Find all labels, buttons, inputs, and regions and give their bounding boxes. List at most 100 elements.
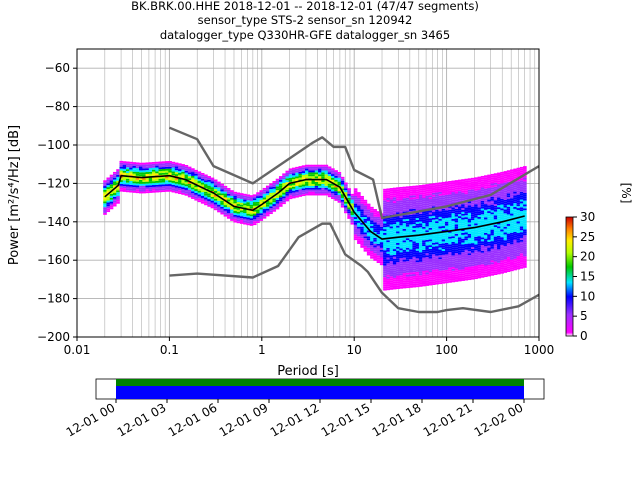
psd-bin xyxy=(145,187,150,190)
psd-bin xyxy=(178,186,182,189)
psd-bin xyxy=(448,255,452,258)
psd-bin xyxy=(109,203,114,206)
psd-bin xyxy=(510,238,514,241)
psd-bin xyxy=(431,235,436,237)
psd-bin xyxy=(484,213,488,216)
psd-bin xyxy=(477,188,482,191)
psd-bin xyxy=(389,216,394,219)
psd-bin xyxy=(135,183,140,186)
psd-bin xyxy=(431,215,436,218)
psd-bin xyxy=(200,178,205,181)
psd-bin xyxy=(305,180,309,183)
psd-bin xyxy=(360,217,364,219)
psd-bin xyxy=(461,271,465,274)
psd-bin xyxy=(513,264,517,267)
psd-bin xyxy=(493,234,498,237)
psd-bin xyxy=(327,189,332,192)
psd-bin xyxy=(500,216,504,218)
psd-bin xyxy=(272,209,277,212)
psd-bin xyxy=(282,173,286,176)
psd-bin xyxy=(239,200,244,203)
psd-bin xyxy=(461,246,465,249)
psd-bin xyxy=(513,168,517,171)
psd-bin xyxy=(256,207,260,210)
psd-bin xyxy=(418,188,423,191)
psd-bin xyxy=(363,211,368,214)
psd-bin xyxy=(409,255,413,258)
psd-bin xyxy=(503,205,508,208)
psd-bin xyxy=(409,241,413,244)
psd-bin xyxy=(412,281,417,284)
psd-bin xyxy=(487,266,491,269)
psd-bin xyxy=(516,236,521,239)
psd-bin xyxy=(461,269,465,272)
psd-bin xyxy=(513,253,517,255)
psd-bin xyxy=(139,162,143,165)
psd-bin xyxy=(500,185,504,188)
colorbar-tick-label: 5 xyxy=(580,309,588,323)
psd-bin xyxy=(288,172,293,175)
psd-bin xyxy=(490,243,495,245)
psd-bin xyxy=(444,267,449,270)
psd-bin xyxy=(119,164,124,167)
psd-bin xyxy=(171,188,176,191)
psd-bin xyxy=(291,190,296,193)
psd-bin xyxy=(516,183,521,186)
psd-bin xyxy=(510,225,514,228)
psd-bin xyxy=(474,244,478,247)
psd-bin xyxy=(435,203,439,206)
psd-bin xyxy=(197,179,202,182)
psd-bin xyxy=(122,180,127,183)
psd-bin xyxy=(402,261,407,264)
psd-bin xyxy=(301,171,306,174)
psd-bin xyxy=(474,273,478,276)
psd-bin xyxy=(402,217,407,220)
psd-bin xyxy=(431,194,436,197)
psd-bin xyxy=(425,222,430,225)
psd-bin xyxy=(425,245,430,248)
psd-bin xyxy=(103,203,107,206)
psd-bin xyxy=(389,211,394,213)
psd-bin xyxy=(480,214,485,217)
psd-bin xyxy=(451,245,456,248)
psd-bin xyxy=(497,174,501,177)
psd-bin xyxy=(467,207,472,210)
psd-bin xyxy=(370,241,374,244)
psd-bin xyxy=(223,193,228,196)
psd-bin xyxy=(132,185,137,188)
psd-bin xyxy=(428,212,433,215)
psd-bin xyxy=(233,199,238,202)
psd-bin xyxy=(171,177,176,180)
psd-bin xyxy=(357,192,361,195)
psd-bin xyxy=(519,251,524,254)
psd-bin xyxy=(487,199,491,202)
y-tick-label: −200 xyxy=(37,330,70,344)
psd-bin xyxy=(155,163,159,166)
psd-bin xyxy=(457,256,462,259)
psd-bin xyxy=(285,180,290,183)
psd-bin xyxy=(226,197,231,200)
psd-bin xyxy=(523,233,527,236)
psd-bin xyxy=(236,215,241,218)
psd-bin xyxy=(389,201,394,204)
psd-bin xyxy=(168,166,172,169)
psd-bin xyxy=(386,269,390,271)
psd-bin xyxy=(152,177,156,180)
psd-bin xyxy=(513,235,517,238)
psd-bin xyxy=(441,270,446,273)
psd-bin xyxy=(187,189,192,192)
psd-bin xyxy=(516,200,521,203)
psd-bin xyxy=(305,193,309,196)
psd-bin xyxy=(236,217,241,220)
psd-bin xyxy=(428,191,433,194)
psd-bin xyxy=(230,218,234,221)
psd-bin xyxy=(181,190,185,193)
psd-bin xyxy=(418,234,423,237)
psd-bin xyxy=(461,275,465,278)
colorbar-gradient xyxy=(565,216,574,337)
psd-bin xyxy=(376,251,381,254)
psd-bin xyxy=(448,263,452,266)
psd-bin xyxy=(477,257,482,260)
psd-bin xyxy=(513,199,517,202)
psd-bin xyxy=(477,241,482,244)
